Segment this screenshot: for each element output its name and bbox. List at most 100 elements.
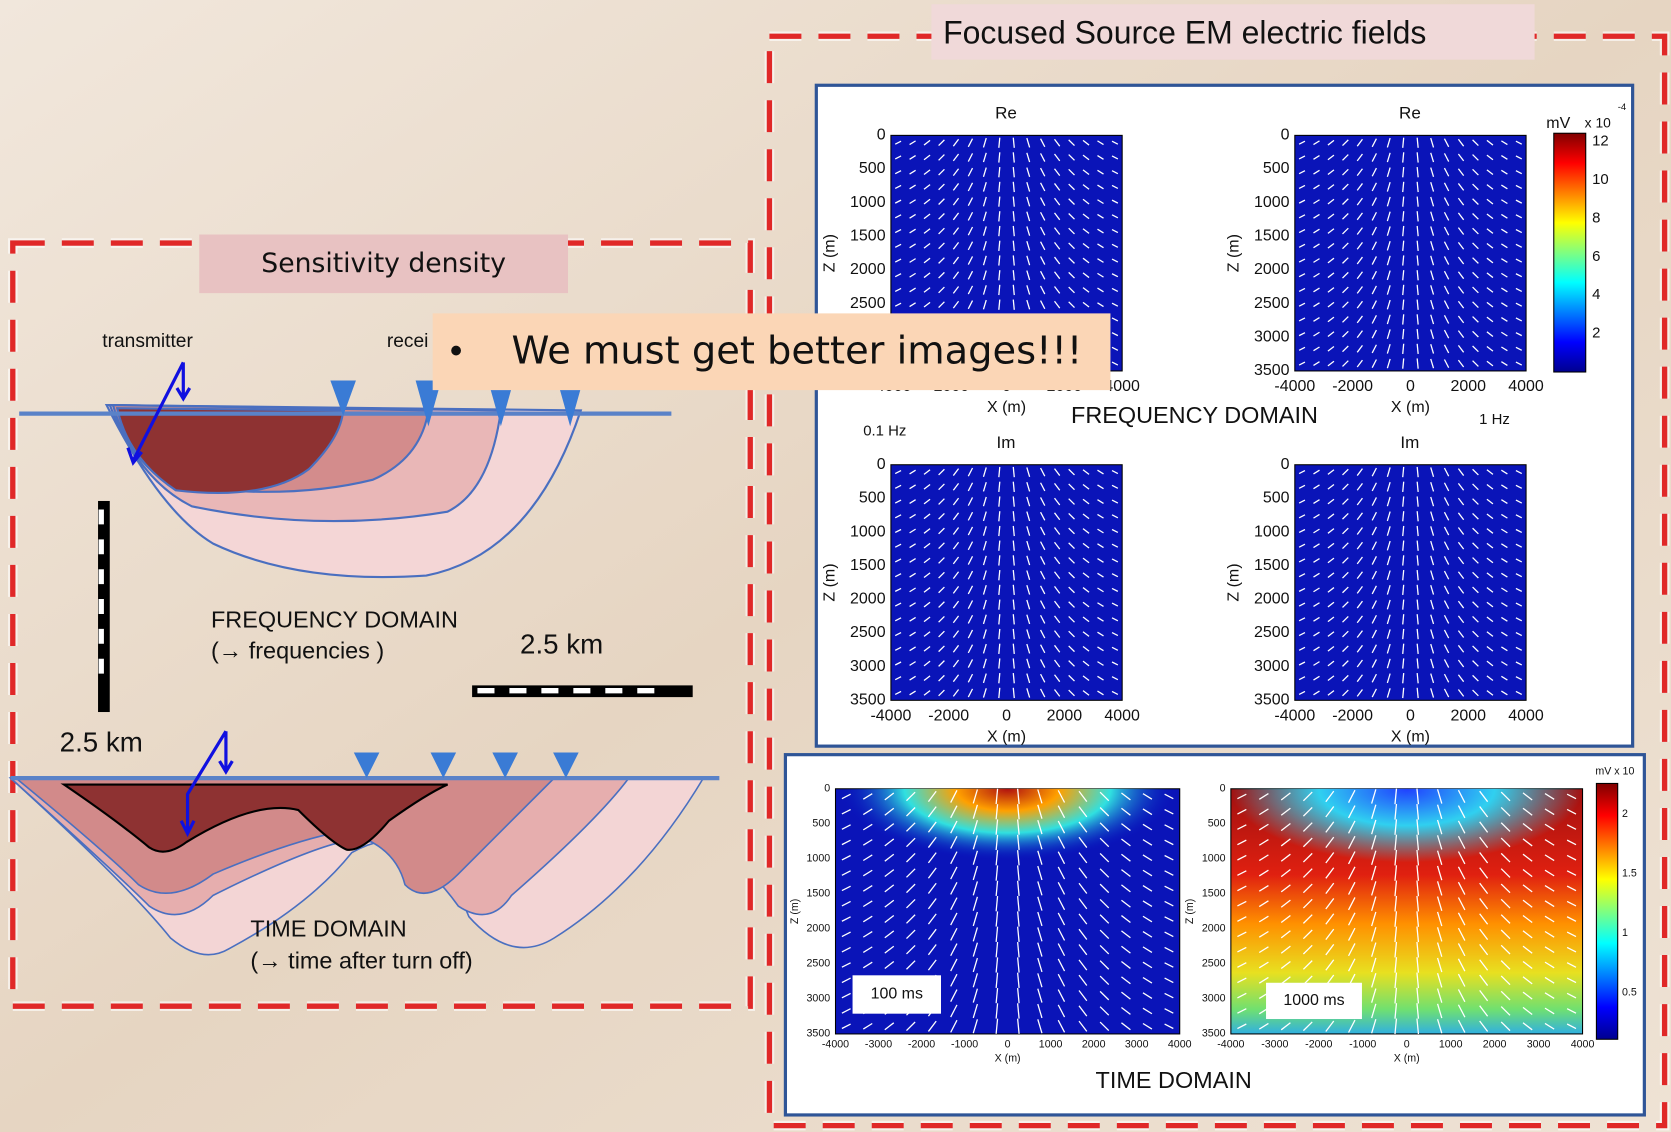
z-tick-label: 500 <box>1263 160 1290 177</box>
x-tick-label: 4000 <box>1168 1038 1192 1050</box>
colorbar-tick-label: 2 <box>1592 325 1600 342</box>
x-axis-label: X (m) <box>1391 399 1430 416</box>
z-tick-label: 2500 <box>1254 624 1290 641</box>
time-stamp: 100 ms <box>871 986 923 1003</box>
x-tick-label: 0 <box>1404 1038 1410 1050</box>
x-tick-label: -4000 <box>1274 378 1315 395</box>
z-tick-label: 500 <box>859 490 886 507</box>
z-tick-label: 0 <box>824 783 830 795</box>
vertical-scale-label: 2.5 km <box>60 726 143 757</box>
field-highlight <box>1231 789 1583 936</box>
x-tick-label: 1000 <box>1439 1038 1463 1050</box>
z-tick-label: 3000 <box>1202 993 1226 1005</box>
colorbar-tick-label: 1 <box>1622 927 1628 939</box>
z-axis-label: Z (m) <box>1225 563 1242 601</box>
colorbar-unit: mV x 10 <box>1595 766 1634 778</box>
left-title: Sensitivity density <box>261 248 506 279</box>
x-axis-label: X (m) <box>1391 728 1430 745</box>
z-tick-label: 1500 <box>807 888 831 900</box>
x-axis-label: X (m) <box>995 1052 1021 1064</box>
time-stamp: 1000 ms <box>1283 992 1344 1009</box>
freq-low-label: 0.1 Hz <box>863 423 906 440</box>
colorbar-tick-label: 4 <box>1592 286 1600 303</box>
z-tick-label: 0 <box>1281 127 1290 144</box>
z-tick-label: 1500 <box>1254 557 1290 574</box>
z-tick-label: 0 <box>1220 783 1226 795</box>
z-tick-label: 2000 <box>850 261 886 278</box>
z-axis-label: Z (m) <box>821 563 838 601</box>
colorbar-tick-label: 0.5 <box>1622 986 1637 998</box>
z-axis-label: Z (m) <box>1225 234 1242 272</box>
x-tick-label: 0 <box>1005 1038 1011 1050</box>
colorbar <box>1596 783 1617 1039</box>
z-tick-label: 2000 <box>850 591 886 608</box>
z-tick-label: 500 <box>812 818 830 830</box>
colorbar-tick-label: 10 <box>1592 171 1609 188</box>
plot-title: Im <box>997 433 1016 452</box>
z-tick-label: 0 <box>1281 456 1290 473</box>
z-tick-label: 3000 <box>1254 329 1290 346</box>
z-tick-label: 0 <box>877 127 886 144</box>
x-tick-label: -2000 <box>908 1038 935 1050</box>
x-tick-label: 2000 <box>1450 708 1486 725</box>
field-plot: 0500100015002000250030003500-4000-3000-2… <box>789 783 1192 1065</box>
z-tick-label: 2000 <box>807 923 831 935</box>
z-tick-label: 1000 <box>1254 194 1290 211</box>
z-axis-label: Z (m) <box>1184 899 1196 924</box>
z-tick-label: 1000 <box>1202 853 1226 865</box>
x-tick-label: 1000 <box>1039 1038 1063 1050</box>
x-tick-label: 4000 <box>1508 378 1544 395</box>
plot-title: Re <box>995 104 1017 123</box>
z-tick-label: 2000 <box>1202 923 1226 935</box>
z-tick-label: 3500 <box>1254 362 1290 379</box>
time-sub: (→ time after turn off) <box>250 948 472 974</box>
colorbar-tick-label: 12 <box>1592 133 1609 150</box>
time-label: TIME DOMAIN <box>250 916 406 942</box>
x-tick-label: 2000 <box>1450 378 1486 395</box>
x-axis-label: X (m) <box>987 728 1026 745</box>
x-tick-label: -4000 <box>1217 1038 1244 1050</box>
x-tick-label: 2000 <box>1483 1038 1507 1050</box>
callout-text: We must get better images!!! <box>512 328 1083 373</box>
horizontal-scale-bar <box>472 685 693 697</box>
z-tick-label: 2500 <box>850 295 886 312</box>
x-tick-label: -1000 <box>951 1038 978 1050</box>
x-tick-label: -2000 <box>928 708 969 725</box>
z-tick-label: 3000 <box>807 993 831 1005</box>
z-tick-label: 2500 <box>807 958 831 970</box>
z-tick-label: 0 <box>877 456 886 473</box>
colorbar-exponent: x 10 <box>1585 114 1611 130</box>
page: {"left":{"title":"Sensitivity density","… <box>0 0 1671 1132</box>
x-tick-label: 4000 <box>1508 708 1544 725</box>
z-axis-label: Z (m) <box>789 899 801 924</box>
x-tick-label: -4000 <box>1274 708 1315 725</box>
frequency-sub: (→ frequencies ) <box>211 638 384 664</box>
colorbar-tick-label: 1.5 <box>1622 868 1637 880</box>
z-tick-label: 1500 <box>850 557 886 574</box>
z-tick-label: 2500 <box>1254 295 1290 312</box>
z-axis-label: Z (m) <box>821 234 838 272</box>
slide: Sensitivity density transmitter recei 2.… <box>0 0 1671 1132</box>
field-plot: 0500100015002000250030003500-4000-3000-2… <box>1184 783 1594 1065</box>
z-tick-label: 1000 <box>1254 523 1290 540</box>
x-tick-label: -4000 <box>870 708 911 725</box>
x-tick-label: 3000 <box>1125 1038 1149 1050</box>
colorbar-tick-label: 6 <box>1592 248 1600 265</box>
x-tick-label: -4000 <box>822 1038 849 1050</box>
x-tick-label: 4000 <box>1571 1038 1595 1050</box>
z-tick-label: 1000 <box>850 194 886 211</box>
transmitter-label: transmitter <box>102 331 193 352</box>
colorbar-tick-label: 2 <box>1622 808 1628 820</box>
z-tick-label: 500 <box>859 160 886 177</box>
z-tick-label: 3000 <box>1254 658 1290 675</box>
z-tick-label: 1000 <box>850 523 886 540</box>
z-tick-label: 1500 <box>1254 228 1290 245</box>
vertical-scale-bar <box>98 501 110 712</box>
z-tick-label: 1500 <box>850 228 886 245</box>
x-tick-label: -2000 <box>1332 708 1373 725</box>
x-tick-label: -1000 <box>1349 1038 1376 1050</box>
frequency-label: FREQUENCY DOMAIN <box>211 607 458 633</box>
z-tick-label: 1500 <box>1202 888 1226 900</box>
colorbar-tick-label: 8 <box>1592 209 1600 226</box>
receivers-label: recei <box>387 331 429 352</box>
